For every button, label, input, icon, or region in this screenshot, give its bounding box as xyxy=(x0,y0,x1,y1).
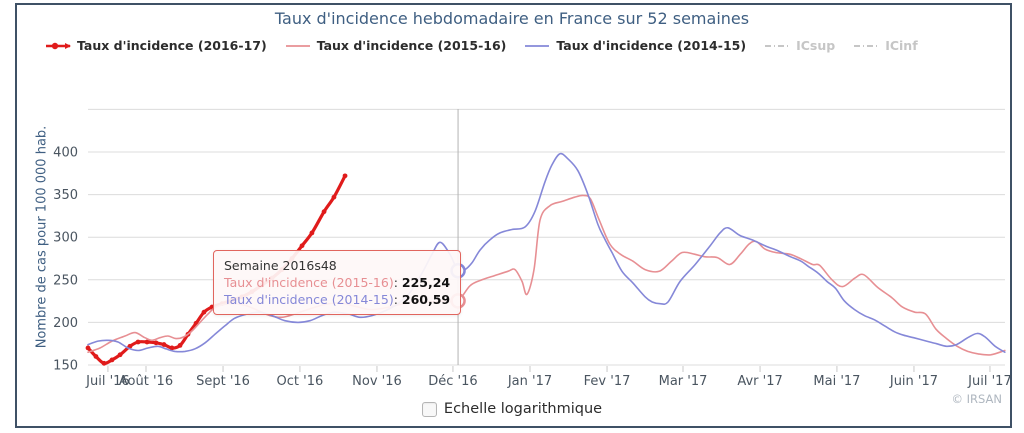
log-scale-control[interactable]: Echelle logarithmique xyxy=(0,401,1024,417)
svg-text:Avr '17: Avr '17 xyxy=(737,374,782,389)
legend-label: Taux d'incidence (2015-16) xyxy=(316,38,507,53)
legend-label: ICinf xyxy=(885,38,918,53)
svg-text:Jan '17: Jan '17 xyxy=(507,374,552,389)
svg-text:250: 250 xyxy=(53,273,78,288)
chart-title: Taux d'incidence hebdomadaire en France … xyxy=(274,9,750,28)
legend-marker-2014-15 xyxy=(525,44,550,47)
legend-item-2016-17[interactable]: Taux d'incidence (2016-17) xyxy=(45,38,267,53)
svg-text:Nov '16: Nov '16 xyxy=(352,374,402,389)
svg-text:Mai '17: Mai '17 xyxy=(813,374,860,389)
legend-label: ICsup xyxy=(796,38,836,53)
tooltip-colon: : xyxy=(393,275,402,290)
tooltip-series-label: Taux d'incidence (2014-15) xyxy=(224,292,394,307)
legend-marker-icinf xyxy=(854,44,879,47)
svg-text:150: 150 xyxy=(53,359,78,374)
svg-text:Fev '17: Fev '17 xyxy=(584,374,631,389)
svg-text:Déc '16: Déc '16 xyxy=(428,374,477,389)
log-scale-checkbox[interactable] xyxy=(421,401,437,417)
tooltip-row-2015-16: Taux d'incidence (2015-16): 225,24 xyxy=(224,274,450,291)
legend-label: Taux d'incidence (2014-15) xyxy=(556,38,747,53)
legend-item-2014-15[interactable]: Taux d'incidence (2014-15) xyxy=(524,38,746,53)
legend-marker-2015-16 xyxy=(285,44,310,47)
svg-text:350: 350 xyxy=(53,188,78,203)
tooltip-row-2014-15: Taux d'incidence (2014-15): 260,59 xyxy=(224,291,450,308)
legend-item-icsup[interactable]: ICsup xyxy=(764,38,835,53)
svg-text:Juil '16: Juil '16 xyxy=(85,374,130,389)
legend-marker-icsup xyxy=(765,44,790,47)
svg-text:Juin '17: Juin '17 xyxy=(889,374,938,389)
svg-text:Juil '17: Juil '17 xyxy=(967,374,1012,389)
svg-text:Oct '16: Oct '16 xyxy=(277,374,324,389)
widget-border-frame xyxy=(15,3,1012,428)
legend: Taux d'incidence (2016-17) Taux d'inciden… xyxy=(45,38,918,53)
legend-marker-2016-17 xyxy=(46,42,71,49)
tooltip-series-value: 260,59 xyxy=(401,292,451,307)
y-axis-title: Nombre de cas pour 100 000 hab. xyxy=(34,125,50,349)
svg-text:Sept '16: Sept '16 xyxy=(196,374,250,389)
gridlines xyxy=(88,108,1005,366)
tooltip-series-value: 225,24 xyxy=(401,275,451,290)
svg-text:Mar '17: Mar '17 xyxy=(659,374,708,389)
tooltip-week-label: Semaine 2016s48 xyxy=(224,258,337,273)
svg-text:400: 400 xyxy=(53,146,78,161)
legend-item-icinf[interactable]: ICinf xyxy=(853,38,918,53)
legend-item-2015-16[interactable]: Taux d'incidence (2015-16) xyxy=(285,38,507,53)
series-taux-d-incidence-2014-15- xyxy=(87,152,1006,353)
hover-tooltip: Semaine 2016s48 Taux d'incidence (2015-1… xyxy=(213,250,462,315)
svg-text:Août '16: Août '16 xyxy=(119,374,173,389)
copyright: © IRSAN xyxy=(951,392,1002,406)
svg-text:300: 300 xyxy=(53,231,78,246)
log-scale-label: Echelle logarithmique xyxy=(443,401,603,417)
y-tick-labels: 150 200 250 300 350 400 xyxy=(53,146,78,374)
tooltip-colon: : xyxy=(393,292,402,307)
svg-text:200: 200 xyxy=(53,316,78,331)
legend-label: Taux d'incidence (2016-17) xyxy=(77,38,267,53)
tooltip-series-label: Taux d'incidence (2015-16) xyxy=(224,275,394,290)
